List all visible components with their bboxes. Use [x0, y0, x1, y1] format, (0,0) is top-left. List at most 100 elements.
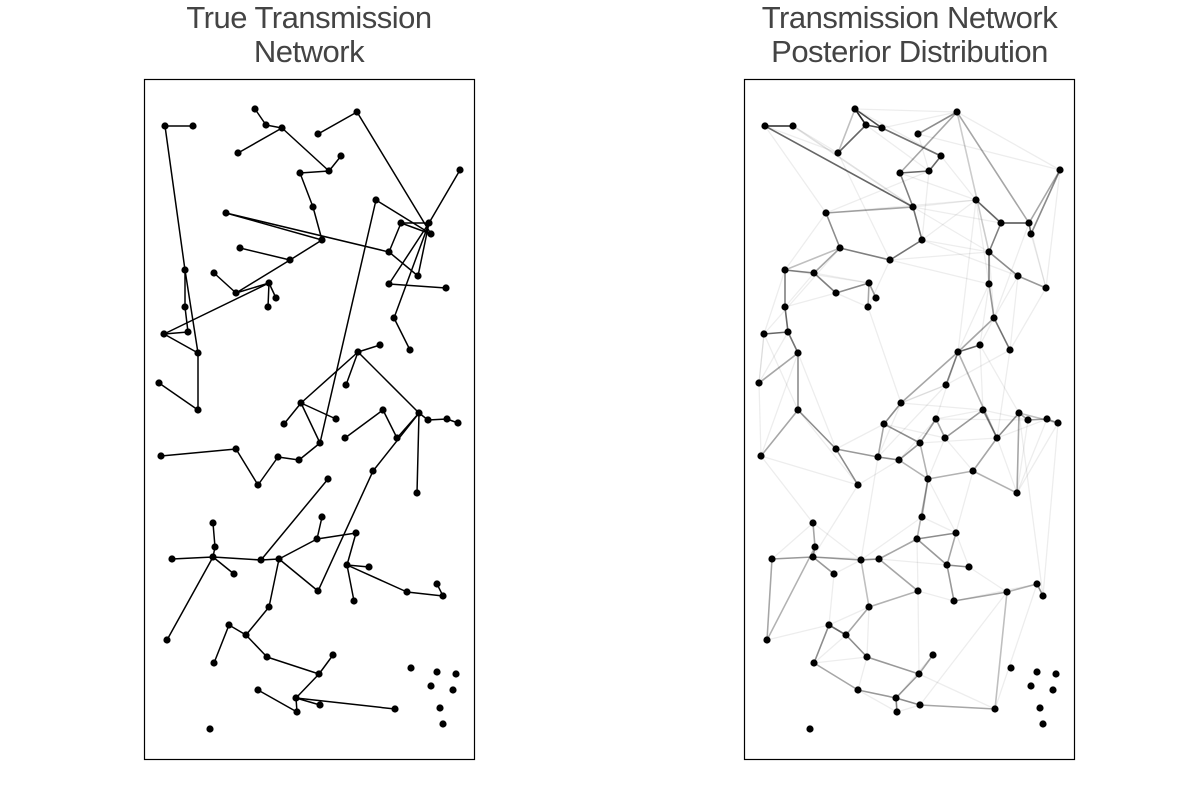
- left-node: [313, 535, 321, 543]
- posterior-edge-faint: [896, 704, 921, 713]
- posterior-edge-faint: [877, 384, 947, 458]
- posterior-edge-faint: [979, 344, 1020, 414]
- right-node: [857, 556, 865, 564]
- posterior-edge-faint: [1030, 233, 1047, 289]
- left-node: [296, 169, 304, 177]
- posterior-edge: [837, 108, 856, 154]
- left-node: [379, 406, 387, 414]
- left-node: [265, 279, 273, 287]
- right-node: [832, 445, 840, 453]
- posterior-edge: [764, 125, 914, 208]
- right-node: [810, 269, 818, 277]
- posterior-edge: [1028, 169, 1061, 224]
- posterior-edge-faint: [912, 206, 1002, 224]
- right-node: [913, 535, 921, 543]
- left-node: [433, 668, 441, 676]
- right-node: [952, 529, 960, 537]
- posterior-edge: [825, 212, 841, 249]
- posterior-edge-faint: [921, 170, 930, 241]
- left-node: [391, 705, 399, 713]
- posterior-edge: [927, 470, 974, 480]
- posterior-edge: [787, 331, 799, 354]
- posterior-edge-faint: [760, 455, 814, 524]
- left-node: [194, 349, 202, 357]
- posterior-edge-faint: [919, 437, 998, 444]
- posterior-edge-faint: [917, 133, 930, 172]
- left-node: [329, 651, 337, 659]
- left-node: [439, 720, 447, 728]
- posterior-edge-faint: [771, 522, 814, 560]
- transmission-edge: [184, 306, 189, 333]
- right-node: [757, 452, 765, 460]
- posterior-edge-faint: [927, 437, 946, 480]
- right-node: [761, 122, 769, 130]
- posterior-edge: [889, 239, 923, 261]
- posterior-edge-faint: [1016, 418, 1048, 494]
- posterior-edge-faint: [813, 634, 847, 664]
- posterior-edge-faint: [955, 532, 970, 568]
- posterior-edge-faint: [835, 423, 885, 450]
- transmission-edge: [212, 556, 262, 561]
- left-node: [376, 341, 384, 349]
- right-node: [929, 651, 937, 659]
- posterior-edge-faint: [784, 292, 837, 308]
- posterior-edge: [857, 689, 897, 699]
- posterior-edge: [868, 590, 919, 608]
- left-node: [254, 481, 262, 489]
- right-node-layer: [755, 105, 1064, 733]
- left-node: [161, 122, 169, 130]
- posterior-edge-faint: [878, 558, 948, 566]
- right-node: [969, 467, 977, 475]
- right-node: [1056, 166, 1064, 174]
- right-node: [1042, 284, 1050, 292]
- right-node: [972, 196, 980, 204]
- posterior-edge-faint: [898, 418, 937, 461]
- transmission-edge: [375, 199, 432, 235]
- right-node: [909, 203, 917, 211]
- posterior-edge-faint: [968, 566, 1008, 593]
- posterior-edge-faint: [763, 269, 786, 335]
- transmission-edge: [316, 532, 357, 540]
- transmission-edge: [346, 564, 408, 593]
- posterior-edge-faint: [766, 546, 816, 641]
- transmission-edge: [295, 673, 320, 699]
- posterior-edge: [878, 538, 918, 560]
- right-title-line1: Transmission Network: [761, 0, 1058, 35]
- posterior-edge-faint: [946, 470, 974, 566]
- posterior-edge: [1018, 412, 1059, 424]
- transmission-edge: [289, 239, 323, 261]
- left-node: [225, 621, 233, 629]
- transmission-edge: [300, 402, 321, 444]
- posterior-edge: [895, 673, 920, 699]
- posterior-edge: [784, 306, 789, 333]
- left-node: [449, 686, 457, 694]
- transmission-edge: [160, 448, 237, 457]
- posterior-edge-faint: [763, 247, 841, 335]
- posterior-edge-faint: [857, 656, 868, 691]
- posterior-edge: [835, 282, 870, 294]
- right-node: [916, 439, 924, 447]
- transmission-edge: [300, 402, 337, 420]
- left-node: [385, 280, 393, 288]
- posterior-edge: [972, 437, 998, 472]
- transmission-edge: [278, 558, 319, 592]
- posterior-edge: [900, 351, 959, 404]
- posterior-edge: [835, 448, 859, 486]
- transmission-edge: [245, 634, 268, 658]
- right-node: [979, 406, 987, 414]
- transmission-edge: [212, 522, 216, 548]
- left-node: [341, 434, 349, 442]
- left-node: [295, 456, 303, 464]
- transmission-edge: [166, 556, 214, 641]
- posterior-edge-faint: [916, 538, 919, 592]
- posterior-edge: [763, 331, 789, 335]
- right-node: [942, 381, 950, 389]
- left-node: [163, 636, 171, 644]
- posterior-edge-faint: [921, 516, 957, 534]
- posterior-edge-faint: [979, 317, 995, 346]
- left-node: [264, 303, 272, 311]
- posterior-edge-faint: [918, 673, 996, 710]
- posterior-edge: [988, 283, 995, 319]
- posterior-edge: [825, 206, 914, 214]
- posterior-edge-faint: [1042, 422, 1059, 597]
